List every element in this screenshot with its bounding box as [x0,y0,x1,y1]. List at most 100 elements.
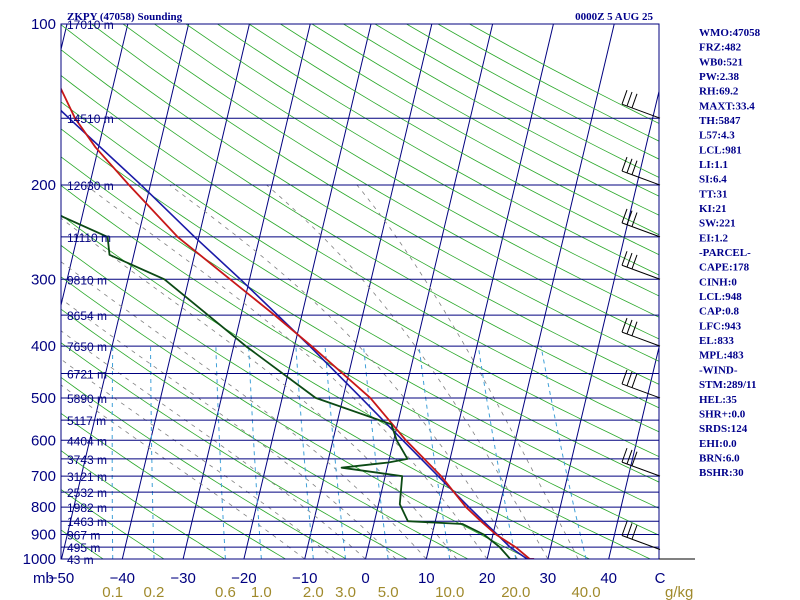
stability-index-item: MPL:483 [699,350,744,362]
pressure-tick-label: 100 [31,16,56,33]
pressure-tick-label: 700 [31,468,56,485]
height-label: 5890 m [67,392,107,406]
stability-index-item: MAXT:33.4 [699,100,755,112]
temperature-tick-label: 40 [600,570,617,587]
isotherm-line [486,24,615,559]
stability-index-item: WMO:47058 [699,27,761,39]
moist-adiabat [61,384,305,559]
stability-index-item: PW:2.38 [699,71,740,83]
wind-barb-feather [631,212,638,227]
wind-barb-staff [621,103,661,119]
temperature-tick-label: −10 [292,570,317,587]
temperature-tick-label: −30 [170,570,195,587]
wind-barb [621,317,661,347]
wind-barb-staff [621,170,661,186]
height-label: 43 m [67,553,94,567]
stability-index-item: TH:5847 [699,115,741,127]
stability-indices-panel: WMO:47058 FRZ:482 WB0:521 PW:2.38 RH:69.2 MAX… [699,27,761,479]
pressure-unit-label: mb [33,570,54,587]
stability-index-item: LI:1.1 [699,159,728,171]
pressure-tick-label: 800 [31,499,56,516]
plot-area [61,24,659,559]
mixing-ratio-tick-label: 0.6 [215,584,236,600]
stability-index-item: SW:221 [699,218,736,230]
wind-barb-feather [626,523,633,538]
mixing-ratio-tick-label: 0.1 [102,584,123,600]
mixing-ratio-tick-label: 40.0 [571,584,600,600]
wind-barb-feather [621,208,628,224]
height-label: 6721 m [67,367,107,381]
stability-index-item: SHR+:0.0 [699,408,746,420]
stability-index-item: WB0:521 [699,56,743,68]
plot-frame [60,23,695,560]
height-label: 4404 m [67,434,107,448]
chart-time: 0000Z 5 AUG 25 [575,11,653,23]
wind-barb-feather [626,158,633,174]
background-grid [61,24,659,559]
wind-barb-feather [621,156,628,172]
wind-barb-staff [621,331,661,347]
wind-barb-feather [621,317,628,333]
temperature-tick-label: −20 [231,570,256,587]
height-label: 967 m [67,529,100,543]
stability-index-item: BSHR:30 [699,467,744,479]
wind-barb-feather [621,251,628,266]
pressure-tick-label: 500 [31,390,56,407]
stability-index-item: KI:21 [699,203,727,215]
wind-barb [621,251,661,280]
wind-barb-feather [621,521,628,536]
wind-barb-feather [631,160,638,175]
height-label: 495 m [67,541,100,555]
height-label: 11110 m [67,231,111,245]
height-label: 5117 m [67,414,106,428]
temperature-trace-line [61,86,535,559]
stability-index-item: TT:31 [699,188,728,200]
stability-index-item: LFC:943 [699,320,742,332]
wind-barb-staff [621,535,661,550]
isotherm-line [61,24,129,308]
wind-barb-feather [621,447,628,463]
isotherm-line [304,24,433,559]
sounding-profiles [61,86,535,559]
pressure-tick-label: 200 [31,177,56,194]
moist-adiabat [61,217,458,559]
isotherm-line [608,345,659,559]
wind-barb-feather [631,93,638,108]
height-label: 17010 m [67,18,114,32]
wind-barb-feather [631,254,638,270]
isotherm-line [243,24,372,559]
stability-index-item: LCL:981 [699,144,742,156]
parcel-trace-line [61,109,535,559]
stability-index-item: L57:4.3 [699,130,735,142]
height-label: 12630 m [67,179,114,193]
wind-barb [621,447,661,477]
stability-index-item: RH:69.2 [699,86,739,98]
pressure-tick-label: 300 [31,271,56,288]
stability-index-item: EL:833 [699,335,734,347]
mixing-ratio-tick-label: 2.0 [303,584,324,600]
wind-barb-feather [631,524,638,540]
mixing-ratio-tick-label: 5.0 [378,584,399,600]
temperature-tick-label: −40 [110,570,135,587]
wind-barb-feather [626,319,633,335]
wind-barb-feather [626,252,633,268]
wind-barb-staff [621,461,661,477]
dewpoint-trace-line [61,214,518,559]
stability-index-item: LCL:948 [699,291,742,303]
wind-barb-feather [631,373,638,388]
height-label: 2532 m [67,486,107,500]
stability-index-item: HEL:35 [699,394,737,406]
pressure-tick-label: 1000 [23,551,56,568]
isotherm-line [121,24,250,559]
wind-barb-feather [621,90,628,105]
stability-index-item: -WIND- [699,364,738,376]
wind-barbs [621,90,661,550]
height-label: 7650 m [67,340,107,354]
wind-barb-staff [621,383,661,399]
wind-barb-feather [626,371,633,386]
isotherm-line [365,24,494,559]
stability-index-item: CAPE:178 [699,262,750,274]
isotherm-line [547,89,659,559]
